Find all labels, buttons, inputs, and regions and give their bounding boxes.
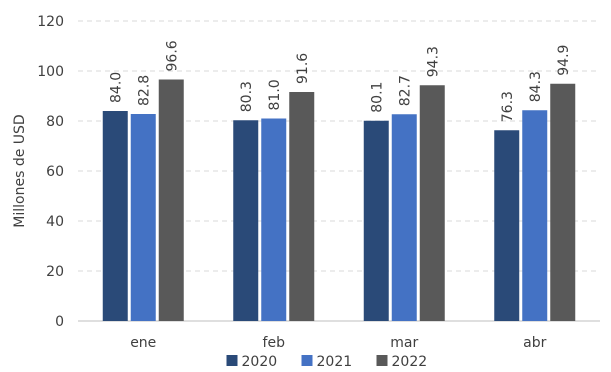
bar-2021-mar xyxy=(391,114,417,321)
y-tick-label: 80 xyxy=(46,114,64,130)
bar-2021-abr xyxy=(522,110,548,321)
bar-2020-abr xyxy=(494,130,520,321)
legend-label: 2020 xyxy=(242,354,278,370)
value-label: 84.3 xyxy=(528,71,544,102)
value-label: 91.6 xyxy=(295,53,311,84)
category-label: ene xyxy=(130,335,156,351)
value-label: 82.8 xyxy=(136,75,152,106)
value-label: 80.3 xyxy=(239,81,255,112)
y-axis-ticks: 0 20 40 60 80 100 120 xyxy=(37,14,64,330)
bar-2021-ene xyxy=(130,114,156,321)
bar-2022-abr xyxy=(550,83,576,321)
bar-2020-mar xyxy=(363,120,389,321)
y-tick-label: 40 xyxy=(46,214,64,230)
x-axis-categories: ene feb mar abr xyxy=(130,335,546,351)
value-labels: 84.0 82.8 96.6 80.3 81.0 91.6 80.1 82.7 94.3 76.3… xyxy=(108,40,572,122)
y-tick-label: 120 xyxy=(37,14,64,30)
y-tick-label: 100 xyxy=(37,64,64,80)
bar-2022-ene xyxy=(158,79,184,321)
value-label: 76.3 xyxy=(500,91,516,122)
bar-2020-ene xyxy=(102,111,128,321)
y-axis-title: Millones de USD xyxy=(12,114,28,227)
value-label: 82.7 xyxy=(397,75,413,106)
bars xyxy=(102,79,576,321)
category-label: abr xyxy=(523,335,546,351)
legend-label: 2021 xyxy=(317,354,353,370)
legend-swatch xyxy=(226,355,238,366)
value-label: 94.9 xyxy=(556,45,572,76)
category-label: mar xyxy=(390,335,418,351)
value-label: 84.0 xyxy=(108,72,124,103)
value-label: 96.6 xyxy=(164,40,180,71)
bar-2021-feb xyxy=(261,118,287,321)
y-tick-label: 20 xyxy=(46,264,64,280)
legend-swatch xyxy=(301,355,313,366)
value-label: 80.1 xyxy=(369,82,385,113)
legend-swatch xyxy=(376,355,388,366)
y-tick-label: 0 xyxy=(55,314,64,330)
y-tick-label: 60 xyxy=(46,164,64,180)
bar-2022-mar xyxy=(419,85,445,321)
legend: 2020 2021 2022 xyxy=(226,354,428,370)
bar-2020-feb xyxy=(233,120,259,321)
category-label: feb xyxy=(263,335,286,351)
value-label: 81.0 xyxy=(267,79,283,110)
value-label: 94.3 xyxy=(425,46,441,77)
bar-2022-feb xyxy=(289,92,315,321)
grid-lines xyxy=(78,20,600,322)
legend-label: 2022 xyxy=(392,354,428,370)
